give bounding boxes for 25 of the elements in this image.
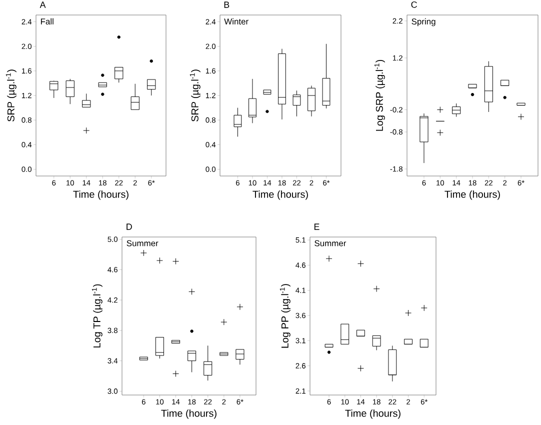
point [156, 257, 163, 264]
y-axis-title: SRP (µg.l$^{-1}$) [6, 70, 16, 122]
y-axis-title: Log SRP (µg.l$^{-1}$) [374, 60, 385, 131]
y-axis-title: Log PP (µg.l$^{-1}$) [280, 284, 290, 348]
y-axis-title: SRP (µg.l$^{-1}$) [190, 70, 200, 122]
chart-subtitle: Spring [412, 18, 436, 26]
point [172, 258, 180, 265]
chart-subtitle: Fall [40, 18, 54, 25]
point [236, 304, 244, 310]
y-axis-title: Log TP (µg.l$^{-1}$) [92, 284, 102, 348]
chart-title: A [40, 2, 46, 8]
x-axis-title: Time (hours) [345, 410, 400, 419]
chart-subtitle: Summer [126, 240, 158, 246]
chart-title: C [411, 1, 417, 8]
chart-title: D [126, 224, 132, 230]
x-axis-title: Time (hours) [444, 190, 500, 200]
x-axis-title: Time (hours) [73, 190, 128, 200]
point [220, 318, 228, 326]
chart-title: E [314, 224, 320, 230]
chart-title: B [224, 2, 230, 8]
x-axis-title: Time (hours) [161, 410, 216, 419]
chart-subtitle: Winter [224, 18, 248, 25]
chart-subtitle: Summer [314, 240, 346, 246]
point [140, 250, 147, 256]
x-axis-title: Time (hours) [252, 190, 308, 200]
